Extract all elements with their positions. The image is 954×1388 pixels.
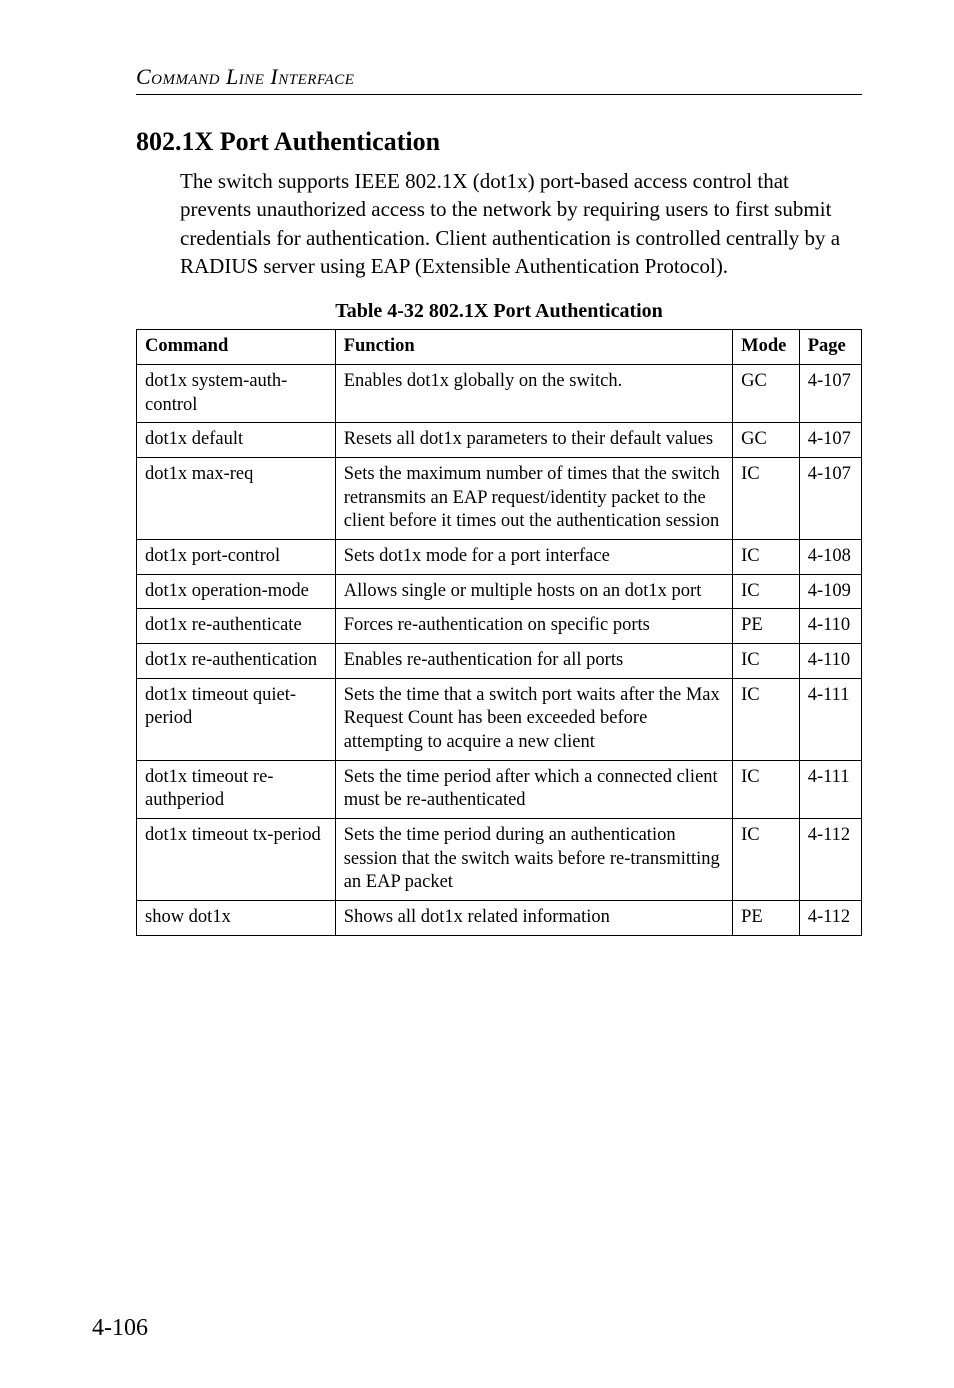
table-row: dot1x system-auth-controlEnables dot1x g… — [137, 365, 862, 423]
cell-function: Sets the time period during an authentic… — [335, 819, 732, 901]
cell-mode: IC — [733, 574, 800, 609]
cell-function: Enables dot1x globally on the switch. — [335, 365, 732, 423]
table-caption: Table 4-32 802.1X Port Authentication — [136, 300, 862, 323]
cell-page: 4-110 — [799, 644, 861, 679]
auth-table: Command Function Mode Page dot1x system-… — [136, 329, 862, 935]
cell-mode: IC — [733, 819, 800, 901]
table-row: dot1x timeout re-authperiodSets the time… — [137, 760, 862, 818]
page-number: 4-106 — [92, 1315, 148, 1342]
cell-function: Shows all dot1x related information — [335, 901, 732, 936]
cell-function: Allows single or multiple hosts on an do… — [335, 574, 732, 609]
cell-function: Resets all dot1x parameters to their def… — [335, 423, 732, 458]
table-row: dot1x re-authenticateForces re-authentic… — [137, 609, 862, 644]
cell-page: 4-107 — [799, 423, 861, 458]
cell-page: 4-107 — [799, 458, 861, 540]
cell-command: dot1x timeout quiet-period — [137, 678, 336, 760]
cell-mode: PE — [733, 901, 800, 936]
section-title: 802.1X Port Authentication — [136, 127, 862, 157]
table-header-row: Command Function Mode Page — [137, 330, 862, 365]
table-row: dot1x defaultResets all dot1x parameters… — [137, 423, 862, 458]
cell-function: Sets the time that a switch port waits a… — [335, 678, 732, 760]
cell-mode: IC — [733, 760, 800, 818]
running-head: Command Line Interface — [136, 64, 862, 90]
cell-command: dot1x re-authenticate — [137, 609, 336, 644]
col-function: Function — [335, 330, 732, 365]
cell-page: 4-110 — [799, 609, 861, 644]
cell-page: 4-112 — [799, 901, 861, 936]
cell-function: Sets dot1x mode for a port interface — [335, 540, 732, 575]
cell-command: dot1x re-authentication — [137, 644, 336, 679]
header-rule — [136, 94, 862, 95]
cell-function: Sets the time period after which a conne… — [335, 760, 732, 818]
cell-page: 4-111 — [799, 678, 861, 760]
cell-command: dot1x max-req — [137, 458, 336, 540]
cell-mode: GC — [733, 423, 800, 458]
cell-mode: IC — [733, 644, 800, 679]
table-row: dot1x port-controlSets dot1x mode for a … — [137, 540, 862, 575]
table-row: dot1x re-authenticationEnables re-authen… — [137, 644, 862, 679]
col-mode: Mode — [733, 330, 800, 365]
cell-page: 4-109 — [799, 574, 861, 609]
table-row: dot1x timeout tx-periodSets the time per… — [137, 819, 862, 901]
cell-command: dot1x default — [137, 423, 336, 458]
cell-command: dot1x timeout tx-period — [137, 819, 336, 901]
cell-command: dot1x system-auth-control — [137, 365, 336, 423]
cell-command: dot1x timeout re-authperiod — [137, 760, 336, 818]
cell-mode: PE — [733, 609, 800, 644]
cell-mode: GC — [733, 365, 800, 423]
cell-command: dot1x operation-mode — [137, 574, 336, 609]
cell-function: Sets the maximum number of times that th… — [335, 458, 732, 540]
cell-page: 4-108 — [799, 540, 861, 575]
cell-page: 4-111 — [799, 760, 861, 818]
col-page: Page — [799, 330, 861, 365]
cell-function: Forces re-authentication on specific por… — [335, 609, 732, 644]
cell-page: 4-107 — [799, 365, 861, 423]
cell-page: 4-112 — [799, 819, 861, 901]
table-row: dot1x timeout quiet-periodSets the time … — [137, 678, 862, 760]
cell-mode: IC — [733, 540, 800, 575]
cell-function: Enables re-authentication for all ports — [335, 644, 732, 679]
cell-mode: IC — [733, 678, 800, 760]
cell-mode: IC — [733, 458, 800, 540]
table-row: dot1x max-reqSets the maximum number of … — [137, 458, 862, 540]
table-row: dot1x operation-modeAllows single or mul… — [137, 574, 862, 609]
col-command: Command — [137, 330, 336, 365]
intro-paragraph: The switch supports IEEE 802.1X (dot1x) … — [180, 167, 862, 280]
table-row: show dot1xShows all dot1x related inform… — [137, 901, 862, 936]
cell-command: show dot1x — [137, 901, 336, 936]
cell-command: dot1x port-control — [137, 540, 336, 575]
